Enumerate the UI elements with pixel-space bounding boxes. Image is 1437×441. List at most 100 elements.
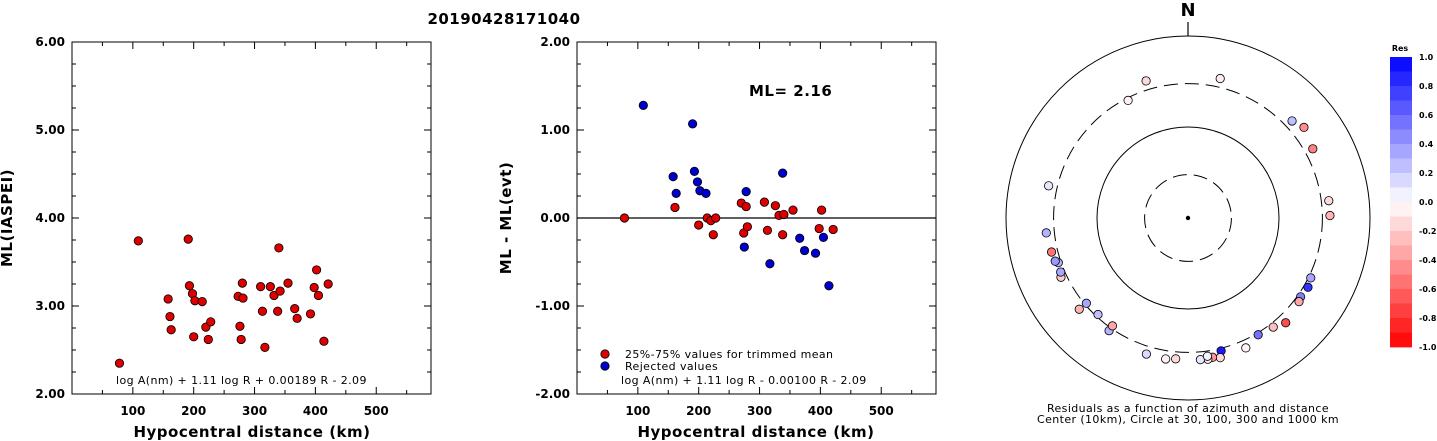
residual-x-tick-label: 200 [686, 404, 711, 418]
station-residual-point [1074, 304, 1084, 314]
residual-legend: 25%-75% values for trimmed mean Rejected… [600, 348, 833, 373]
colorbar-cell [1390, 202, 1412, 217]
ml-y-tick-label: 2.00 [35, 387, 65, 401]
residual-formula: log A(nm) + 1.11 log R - 0.00100 R - 2.0… [621, 374, 867, 387]
ml-y-tick-label: 4.00 [35, 211, 65, 225]
ml-data-point [309, 282, 319, 293]
station-residual-point [1253, 330, 1263, 340]
ml-data-point [237, 278, 247, 288]
legend-marker-rejected [600, 361, 610, 371]
distance-rings [1005, 35, 1371, 401]
ml-y-tick-label: 5.00 [35, 123, 65, 137]
ring-300km [1053, 83, 1323, 353]
ml-data-point [236, 334, 246, 345]
ml-data-point [133, 236, 143, 246]
colorbar-tick-label: 0.8 [1419, 82, 1434, 91]
colorbar-tick-labels: 1.0 0.8 0.6 0.4 0.2 0.0 -0.2 -0.4 -0.6 -… [1419, 53, 1437, 352]
ml-value-annotation: ML= 2.16 [749, 82, 832, 100]
rejected-point [778, 168, 788, 178]
ml-data-point [203, 334, 213, 345]
ml-data-point [292, 313, 302, 323]
colorbar-cell [1390, 274, 1412, 290]
ml-data-point [319, 336, 329, 346]
colorbar-cell [1390, 71, 1412, 87]
ml-data-point [163, 294, 173, 304]
colorbar-cell [1390, 57, 1412, 72]
colorbar-tick-label: 0.6 [1419, 111, 1434, 120]
ml-data-point [323, 279, 333, 289]
ml-data-point [166, 325, 176, 335]
residual-x-axis-label: Hypocentral distance (km) [637, 423, 874, 441]
rejected-point [795, 233, 805, 243]
residual-y-axis-label: ML - ML(evt) [497, 162, 515, 274]
ml-y-tick-labels: 2.00 3.00 4.00 5.00 6.00 [35, 35, 65, 401]
colorbar-cell [1390, 318, 1412, 333]
station-residual-point [1299, 122, 1309, 133]
rejected-point [689, 166, 700, 176]
ml-y-axis-label: ML(IASPEI) [0, 169, 16, 267]
station-residual-point [1287, 116, 1297, 126]
rejected-point [692, 177, 703, 187]
station-residual-point [1171, 354, 1181, 364]
station-residual-point [1215, 353, 1225, 363]
rejected-point [739, 242, 749, 252]
ml-data-point [312, 265, 322, 275]
station-points [1041, 73, 1335, 365]
station-residual-point [1056, 267, 1066, 277]
station-residual-point [1041, 228, 1051, 238]
ml-data-point [260, 342, 270, 352]
station-residual-point [1081, 298, 1091, 308]
station-residual-point [1093, 309, 1103, 320]
residual-x-tick-labels: 100 200 300 400 500 [625, 404, 893, 418]
station-residual-point [1046, 247, 1057, 257]
colorbar-cell [1390, 173, 1412, 188]
rejected-point [701, 188, 711, 198]
ml-data-point [283, 278, 293, 288]
trimmed-mean-point [814, 223, 824, 234]
ml-data-point [165, 311, 175, 322]
colorbar-cell [1390, 260, 1412, 275]
figure-title: 20190428171040 [427, 10, 580, 28]
ml-x-tick-labels: 100 200 300 400 500 [120, 404, 388, 418]
azimuth-residual-panel: N Residuals as a function of azimuth and… [1005, 0, 1371, 426]
colorbar-cell [1390, 216, 1412, 232]
colorbar-cell [1390, 245, 1412, 261]
rejected-point [810, 248, 821, 258]
ring-30km [1144, 174, 1232, 262]
colorbar-tick-label: -0.2 [1419, 227, 1437, 236]
rejected-point [818, 232, 829, 242]
ml-data-point [269, 290, 279, 301]
rejected-point [824, 281, 834, 291]
trimmed-mean-point [762, 225, 773, 235]
ml-data-point [238, 293, 248, 303]
trimmed-mean-point [694, 220, 704, 230]
station-residual-point [1268, 322, 1278, 332]
colorbar-cell [1390, 158, 1412, 174]
ring-1000km [1005, 35, 1371, 401]
colorbar-cells [1390, 57, 1412, 348]
ml-x-axis-label: Hypocentral distance (km) [133, 423, 370, 441]
residual-colorbar: Res 1.0 0.8 0.6 0.4 0.2 0.0 -0.2 -0.4 -0… [1390, 44, 1437, 352]
ml-data-point [183, 234, 193, 244]
colorbar-cell [1390, 86, 1412, 101]
colorbar-cell [1390, 332, 1412, 348]
residual-y-tick-label: 1.00 [540, 123, 570, 137]
rejected-point [799, 245, 810, 256]
residual-distance-panel: 100 200 300 400 500 -2.00 -1.00 0.00 1.0… [497, 35, 937, 441]
colorbar-tick-label: 0.4 [1419, 140, 1434, 149]
ml-x-tick-label: 100 [120, 404, 145, 418]
trimmed-mean-point [779, 209, 789, 220]
ml-points [114, 234, 333, 368]
station-residual-point [1044, 181, 1054, 191]
ml-data-point [114, 358, 125, 368]
ml-y-tick-label: 3.00 [35, 299, 65, 313]
ml-data-point [274, 243, 284, 253]
colorbar-tick-label: -0.8 [1419, 314, 1437, 323]
trimmed-mean-point [708, 230, 718, 240]
residual-y-tick-label: 0.00 [540, 211, 570, 225]
ml-formula: log A(nm) + 1.11 log R + 0.00189 R - 2.0… [116, 374, 367, 387]
ml-data-point [275, 286, 285, 296]
colorbar-tick-label: 0.2 [1419, 169, 1433, 178]
ml-data-point [184, 281, 195, 291]
residual-x-tick-label: 300 [747, 404, 772, 418]
